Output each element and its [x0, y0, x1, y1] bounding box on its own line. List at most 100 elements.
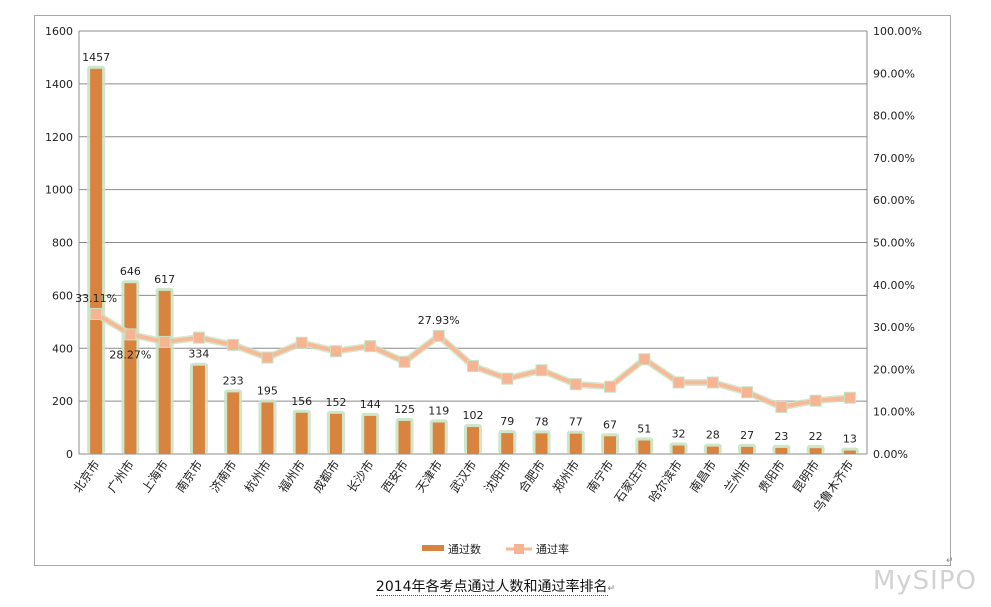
- bar: [809, 448, 822, 454]
- chart-frame: 0 200 400 600 800 1000 1200 1400 1600 0.00% 10.00%…: [34, 15, 951, 566]
- bar-value-label: 77: [569, 416, 583, 429]
- x-category-label: 哈尔滨市: [645, 457, 685, 505]
- x-category-label: 武汉市: [447, 457, 480, 495]
- bar-value-label: 233: [223, 374, 244, 387]
- x-category-label: 北京市: [70, 457, 103, 495]
- bar: [501, 433, 514, 454]
- rate-marker: [193, 332, 204, 343]
- y-left-tick-label: 800: [52, 237, 73, 250]
- y-right-tick-label: 10.00%: [873, 406, 915, 419]
- x-category-label: 杭州市: [241, 457, 274, 495]
- x-category-label: 济南市: [207, 457, 240, 495]
- bar-value-label: 334: [188, 348, 209, 361]
- bar-value-label: 79: [500, 415, 514, 428]
- corner-return-mark: ↵: [946, 556, 954, 566]
- y-left-tick-label: 1000: [45, 184, 73, 197]
- bar: [638, 440, 651, 454]
- bar-value-label: 78: [535, 415, 549, 428]
- rate-marker: [605, 381, 616, 392]
- rate-marker: [365, 341, 376, 352]
- y-right-tick-label: 70.00%: [873, 152, 915, 165]
- bar: [398, 420, 411, 454]
- bar: [124, 283, 137, 454]
- rate-marker: [262, 352, 273, 363]
- rate-marker: [228, 339, 239, 350]
- x-category-label: 石家庄市: [611, 457, 651, 505]
- x-category-label: 福州市: [275, 457, 308, 495]
- rate-value-label: 28.27%: [109, 348, 151, 361]
- bar: [432, 422, 445, 454]
- rate-marker: [433, 330, 444, 341]
- bar-value-label: 119: [428, 405, 449, 418]
- y-right-tick-label: 40.00%: [873, 279, 915, 292]
- rate-marker: [707, 377, 718, 388]
- y-right-tick-label: 80.00%: [873, 110, 915, 123]
- x-category-label: 昆明市: [789, 457, 822, 495]
- y-left-tick-label: 0: [66, 448, 73, 461]
- bar-value-label: 23: [774, 430, 788, 443]
- rate-marker: [810, 395, 821, 406]
- x-category-label: 天津市: [412, 457, 445, 495]
- rate-marker: [91, 308, 102, 319]
- bar: [295, 412, 308, 454]
- bar: [467, 427, 479, 454]
- y-right-tick-label: 0.00%: [873, 448, 908, 461]
- x-category-label: 南宁市: [584, 457, 617, 495]
- rate-marker: [570, 379, 581, 390]
- x-category-label: 广州市: [104, 457, 137, 495]
- bar: [158, 290, 171, 454]
- bar-value-label: 102: [463, 409, 484, 422]
- rate-marker: [844, 392, 855, 403]
- x-category-label: 西安市: [378, 457, 411, 495]
- bar: [227, 392, 240, 454]
- rate-marker: [125, 329, 136, 340]
- rate-marker: [742, 387, 753, 398]
- chart-svg: 0 200 400 600 800 1000 1200 1400 1600 0.00% 10.00%…: [45, 25, 922, 556]
- y-left-tick-label: 400: [52, 342, 73, 355]
- bar: [90, 68, 103, 454]
- bar-value-label: 28: [706, 429, 720, 442]
- rate-marker: [399, 356, 410, 367]
- x-category-label: 兰州市: [721, 457, 754, 495]
- bar-value-label: 27: [740, 429, 754, 442]
- rate-value-label: 27.93%: [418, 314, 460, 327]
- x-category-label: 成都市: [309, 457, 342, 495]
- bar: [192, 365, 205, 454]
- bar: [364, 415, 377, 454]
- bar-value-label: 156: [291, 395, 312, 408]
- bar-value-label: 51: [637, 423, 651, 436]
- rate-marker: [468, 361, 478, 372]
- y-left-tick-label: 600: [52, 289, 73, 302]
- rate-marker: [502, 373, 513, 384]
- rate-marker: [330, 346, 341, 357]
- bar-value-label: 13: [843, 433, 857, 446]
- x-category-label: 合肥市: [515, 457, 548, 495]
- y-right-tick-label: 90.00%: [873, 67, 915, 80]
- y-left-tick-label: 1400: [45, 78, 73, 91]
- y-right-tick-label: 50.00%: [873, 237, 915, 250]
- bar: [741, 446, 754, 454]
- bar: [569, 433, 582, 454]
- y-right-tick-label: 100.00%: [873, 25, 922, 38]
- bar-value-label: 144: [360, 398, 381, 411]
- x-category-label: 上海市: [138, 457, 171, 495]
- rate-marker: [159, 336, 170, 347]
- x-category-label: 郑州市: [549, 457, 582, 495]
- x-category-label: 南京市: [172, 457, 205, 495]
- bar-value-label: 195: [257, 384, 278, 397]
- legend-bar-label: 通过数: [448, 543, 481, 556]
- bar: [604, 436, 617, 454]
- bar-value-label: 617: [154, 273, 175, 286]
- rate-value-label: 33.11%: [75, 292, 117, 305]
- x-category-label: 南昌市: [686, 457, 719, 495]
- caption-text: 2014年各考点通过人数和通过率排名: [375, 579, 608, 596]
- bar: [535, 433, 548, 454]
- rate-marker: [639, 354, 650, 365]
- bar: [775, 447, 788, 454]
- bar: [261, 402, 274, 454]
- y-right-tick-label: 60.00%: [873, 194, 915, 207]
- bar-value-label: 32: [672, 428, 686, 441]
- bar: [843, 450, 856, 454]
- bar-value-label: 646: [120, 265, 141, 278]
- y-left-tick-label: 1200: [45, 131, 73, 144]
